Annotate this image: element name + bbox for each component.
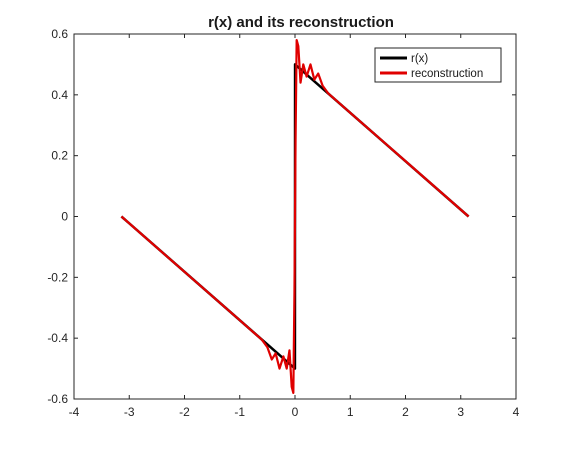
x-tick-label: -4 <box>69 405 80 419</box>
y-tick-label: -0.6 <box>47 392 68 406</box>
series-line-reconstruction <box>120 38 470 395</box>
x-tick-label: -1 <box>234 405 245 419</box>
x-tick-label: 4 <box>513 405 520 419</box>
legend: r(x) reconstruction <box>374 47 502 83</box>
plot-area-frame <box>73 33 517 400</box>
x-tick-label: 3 <box>457 405 464 419</box>
legend-box <box>374 47 502 83</box>
legend-label: r(x) <box>411 53 428 65</box>
legend-label: reconstruction <box>411 68 483 80</box>
series-layer <box>120 38 470 395</box>
x-tick-label: -2 <box>179 405 190 419</box>
x-tick-label: 1 <box>347 405 354 419</box>
chart-title: r(x) and its reconstruction <box>208 14 394 31</box>
y-tick-label: 0 <box>61 210 68 224</box>
y-tick-label: 0.6 <box>51 27 68 41</box>
x-tick-label: -3 <box>124 405 135 419</box>
y-tick-label: -0.4 <box>47 331 68 345</box>
x-tick-label: 0 <box>292 405 299 419</box>
y-tick-label: 0.2 <box>51 149 68 163</box>
y-tick-label: 0.4 <box>51 88 68 102</box>
y-tick-label: -0.2 <box>47 270 68 284</box>
x-tick-label: 2 <box>402 405 409 419</box>
